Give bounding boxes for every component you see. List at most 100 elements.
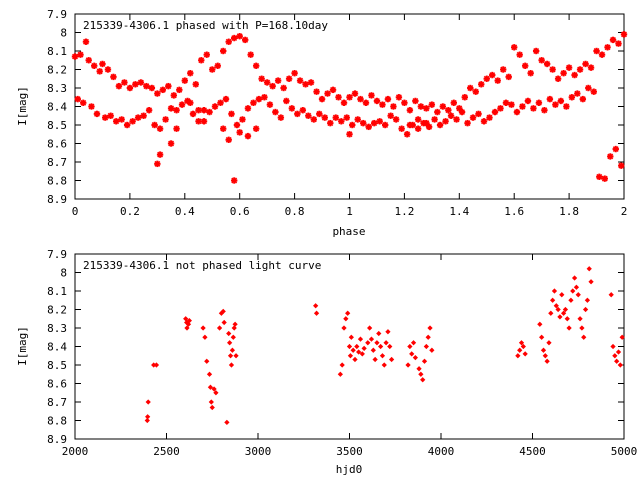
data-point xyxy=(549,66,556,73)
data-point xyxy=(354,116,361,123)
data-point xyxy=(564,316,570,322)
data-point xyxy=(318,95,326,103)
data-points xyxy=(144,266,625,425)
data-point xyxy=(354,343,360,350)
data-point xyxy=(517,347,523,353)
x-tick-label: 4000 xyxy=(428,445,455,458)
data-point xyxy=(266,101,274,108)
data-point xyxy=(225,38,232,45)
y-tick-label: 8.4 xyxy=(47,101,67,114)
data-point xyxy=(110,73,117,81)
data-point xyxy=(480,118,488,125)
data-point xyxy=(387,112,394,119)
data-point xyxy=(520,343,526,350)
data-point xyxy=(530,105,537,112)
data-point xyxy=(123,121,131,129)
data-point xyxy=(532,47,540,55)
data-point xyxy=(608,292,614,298)
x-tick-label: 0.8 xyxy=(285,205,305,218)
data-point xyxy=(388,356,395,363)
data-point xyxy=(379,101,386,108)
data-point xyxy=(579,325,585,331)
data-point xyxy=(574,90,581,97)
data-point xyxy=(145,414,151,420)
chart-title: 215339-4306.1 not phased light curve xyxy=(83,259,321,272)
data-point xyxy=(220,308,226,314)
data-point xyxy=(204,358,210,364)
data-point xyxy=(508,101,515,108)
y-tick-label: 8.3 xyxy=(47,82,67,95)
data-point xyxy=(372,356,378,363)
data-point xyxy=(228,110,235,118)
data-point xyxy=(571,71,578,79)
data-point xyxy=(365,123,372,131)
data-point xyxy=(211,386,217,392)
data-point xyxy=(550,297,556,303)
data-point xyxy=(442,118,449,125)
x-tick-label: 3500 xyxy=(336,445,363,458)
data-point xyxy=(540,347,547,353)
data-point xyxy=(368,92,375,99)
data-point xyxy=(416,366,422,372)
data-point xyxy=(356,349,362,355)
data-point xyxy=(227,340,233,346)
data-point xyxy=(581,334,587,340)
data-point xyxy=(165,82,172,90)
data-point xyxy=(189,110,197,118)
data-point xyxy=(612,145,619,153)
data-point xyxy=(579,95,587,103)
x-tick-label: 3000 xyxy=(245,445,272,458)
data-point xyxy=(513,108,521,116)
data-point xyxy=(244,132,252,140)
x-tick-label: 2 xyxy=(621,205,628,218)
data-point xyxy=(573,284,580,290)
data-point xyxy=(350,347,356,353)
data-point xyxy=(568,94,576,101)
x-tick-label: 2000 xyxy=(62,445,89,458)
data-point xyxy=(91,62,98,69)
data-point xyxy=(381,362,387,368)
data-point xyxy=(313,310,320,316)
data-point xyxy=(395,94,403,101)
data-point xyxy=(185,321,192,327)
data-point xyxy=(132,81,139,88)
data-point xyxy=(518,340,525,346)
data-point xyxy=(398,125,405,132)
x-tick-label: 1.4 xyxy=(449,205,469,218)
data-point xyxy=(461,94,468,101)
data-point xyxy=(563,103,570,110)
y-tick-label: 8.9 xyxy=(47,193,67,206)
x-axis-label: hjd0 xyxy=(336,463,363,476)
data-point xyxy=(74,95,81,103)
data-point xyxy=(144,417,150,424)
data-point xyxy=(206,371,213,377)
data-point xyxy=(104,66,112,73)
data-point xyxy=(346,343,353,350)
data-point xyxy=(403,131,411,138)
y-tick-label: 8.5 xyxy=(47,119,67,132)
plot-frame xyxy=(74,13,625,200)
data-point xyxy=(88,103,95,110)
y-tick-label: 8.3 xyxy=(47,322,67,335)
y-tick-label: 8.8 xyxy=(47,415,67,428)
data-point xyxy=(107,112,114,119)
data-point xyxy=(213,390,219,396)
data-point xyxy=(145,399,151,405)
y-tick-label: 8.7 xyxy=(47,396,67,409)
data-point xyxy=(587,64,595,71)
data-point xyxy=(227,353,234,359)
data-point xyxy=(217,99,224,106)
data-point xyxy=(220,125,227,132)
data-point xyxy=(615,349,622,355)
data-point xyxy=(412,354,419,361)
data-point xyxy=(516,51,523,58)
data-point xyxy=(410,340,417,346)
data-point xyxy=(450,99,458,106)
data-point xyxy=(173,107,180,114)
data-point xyxy=(553,303,559,309)
data-point xyxy=(231,325,237,331)
data-point xyxy=(255,95,263,103)
data-point xyxy=(360,119,367,127)
data-point xyxy=(252,125,260,132)
data-point xyxy=(362,99,370,106)
